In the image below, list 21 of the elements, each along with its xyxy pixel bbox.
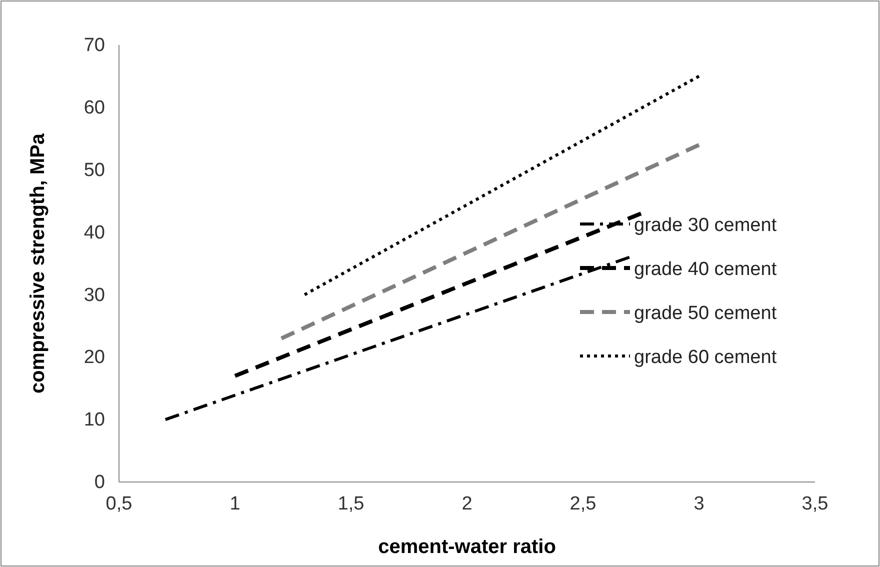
x-tick-label: 2,5 (570, 493, 596, 514)
y-tick-label: 20 (84, 347, 105, 368)
legend-label: grade 30 cement (634, 215, 778, 236)
legend-label: grade 60 cement (634, 347, 778, 368)
x-tick-label: 3,5 (802, 493, 828, 514)
x-tick-label: 2 (462, 493, 472, 514)
y-tick-label: 30 (84, 284, 105, 306)
y-tick-label: 40 (84, 222, 105, 244)
y-tick-label: 10 (84, 410, 105, 431)
x-tick-label: 3 (694, 493, 704, 514)
x-tick-label: 1 (230, 493, 240, 514)
legend-label: grade 50 cement (634, 303, 778, 324)
x-tick-label: 0,5 (106, 493, 132, 514)
y-tick-label: 60 (84, 98, 105, 119)
x-tick-label: 1,5 (338, 493, 364, 514)
y-axis-title: compressive strength, MPa (27, 132, 49, 394)
y-tick-label: 70 (84, 35, 105, 56)
x-axis-title: cement-water ratio (378, 536, 556, 558)
y-tick-label: 50 (84, 160, 105, 181)
legend-label: grade 40 cement (634, 259, 778, 280)
y-tick-label: 0 (94, 472, 105, 494)
